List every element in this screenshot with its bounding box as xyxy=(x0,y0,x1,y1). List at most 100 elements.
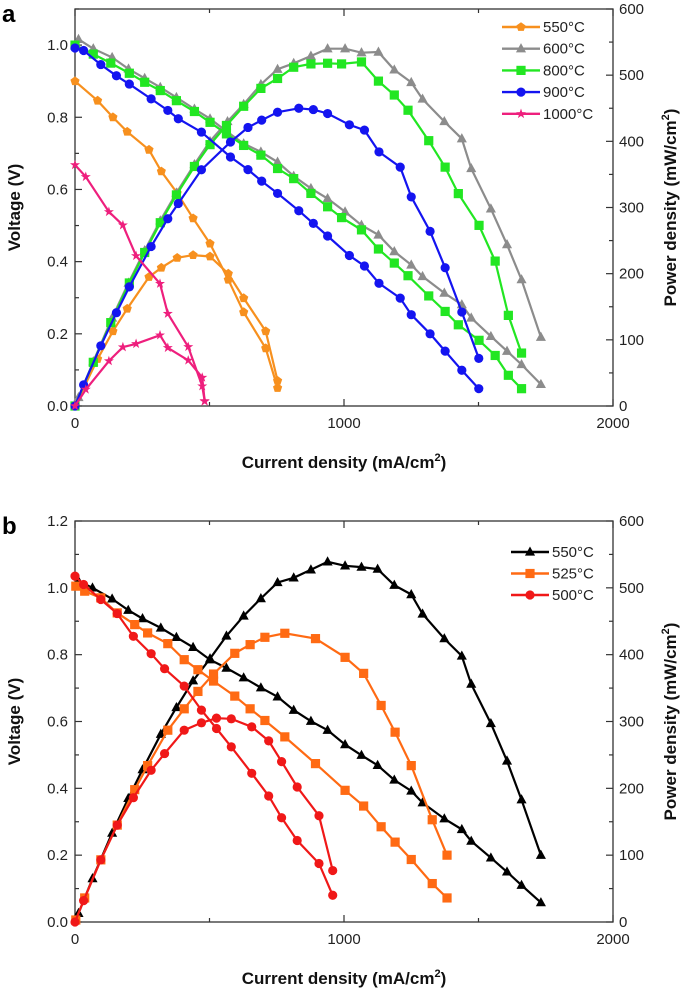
legend-label: 525°C xyxy=(552,566,594,583)
power-point xyxy=(322,556,333,566)
power-point xyxy=(390,727,400,737)
voltage-point xyxy=(245,704,255,714)
power-point xyxy=(238,610,249,620)
power-point xyxy=(356,561,367,571)
voltage-point xyxy=(106,58,116,68)
y-tick-label: 0.8 xyxy=(47,647,68,664)
voltage-point xyxy=(305,715,316,725)
power-point xyxy=(359,125,370,135)
power-point xyxy=(516,348,527,358)
power-point xyxy=(535,849,546,859)
power-point xyxy=(344,120,354,130)
series-550°C xyxy=(73,556,546,917)
power-line xyxy=(74,253,279,407)
voltage-point xyxy=(108,112,118,122)
voltage-point xyxy=(288,704,299,714)
power-point xyxy=(225,137,236,147)
power-point xyxy=(474,220,484,230)
power-point xyxy=(155,329,165,340)
voltage-point xyxy=(406,310,416,320)
power-point xyxy=(155,728,166,738)
voltage-point xyxy=(322,192,333,203)
voltage-point xyxy=(188,213,198,223)
voltage-point xyxy=(179,681,189,691)
power-point xyxy=(424,136,434,146)
voltage-point xyxy=(117,219,128,230)
y2-tick-label: 400 xyxy=(619,647,644,664)
voltage-point xyxy=(122,126,132,136)
power-point xyxy=(356,47,367,57)
power-point xyxy=(264,736,274,746)
legend-label: 500°C xyxy=(552,587,594,604)
power-point xyxy=(403,105,413,115)
power-point xyxy=(189,161,200,172)
power-point xyxy=(239,293,249,303)
voltage-point xyxy=(276,813,287,823)
legend-entry: 525°C xyxy=(511,566,594,583)
plot-frame xyxy=(74,8,614,407)
voltage-point xyxy=(146,94,156,104)
power-point xyxy=(204,653,216,663)
voltage-point xyxy=(272,163,283,174)
power-point xyxy=(490,256,500,266)
voltage-point xyxy=(196,127,207,137)
power-point xyxy=(406,192,416,202)
voltage-line xyxy=(74,164,206,402)
power-point xyxy=(111,308,122,318)
voltage-point xyxy=(356,749,367,759)
voltage-point xyxy=(226,742,236,752)
power-point xyxy=(440,162,450,172)
power-point xyxy=(172,253,182,262)
legend-marker xyxy=(516,87,526,97)
voltage-point xyxy=(124,68,134,78)
panel-label: a xyxy=(2,1,16,28)
power-point xyxy=(280,628,290,638)
power-point xyxy=(292,782,302,792)
power-line xyxy=(77,560,542,914)
power-point xyxy=(373,46,384,56)
voltage-point xyxy=(373,244,384,254)
power-point xyxy=(395,162,405,172)
power-point xyxy=(208,669,219,679)
legend-marker xyxy=(515,43,527,53)
voltage-point xyxy=(501,866,513,876)
voltage-point xyxy=(221,662,232,672)
voltage-point xyxy=(272,691,283,701)
voltage-point xyxy=(80,171,91,182)
voltage-line xyxy=(74,44,523,390)
voltage-point xyxy=(516,358,527,369)
voltage-point xyxy=(128,631,138,641)
power-point xyxy=(503,310,513,320)
x-tick-label: 2000 xyxy=(596,415,629,432)
power-point xyxy=(103,355,114,366)
voltage-point xyxy=(230,691,240,701)
voltage-point xyxy=(173,114,183,124)
power-point xyxy=(245,640,255,650)
power-point xyxy=(108,326,118,336)
voltage-point xyxy=(442,893,452,903)
voltage-point xyxy=(155,85,165,96)
panel-label: b xyxy=(2,513,17,540)
y2-axis-title-end: ) xyxy=(661,623,680,629)
voltage-point xyxy=(440,306,450,317)
voltage-point xyxy=(376,822,386,832)
voltage-point xyxy=(490,350,500,361)
voltage-point xyxy=(457,365,467,375)
voltage-point xyxy=(374,278,384,288)
voltage-point xyxy=(261,343,271,353)
voltage-point xyxy=(225,152,236,162)
voltage-point xyxy=(389,258,399,268)
power-point xyxy=(359,668,369,678)
power-point xyxy=(340,560,351,570)
power-point xyxy=(107,827,118,837)
y2-axis-title-end: ) xyxy=(661,109,680,115)
voltage-point xyxy=(403,271,413,281)
voltage-line xyxy=(74,46,480,390)
voltage-point xyxy=(322,724,333,734)
y2-axis-title-text: Power density (mW/cm xyxy=(661,120,680,306)
power-point xyxy=(124,282,134,292)
voltage-point xyxy=(260,715,270,726)
power-point xyxy=(163,214,173,224)
power-point xyxy=(310,634,321,644)
voltage-point xyxy=(273,383,283,392)
